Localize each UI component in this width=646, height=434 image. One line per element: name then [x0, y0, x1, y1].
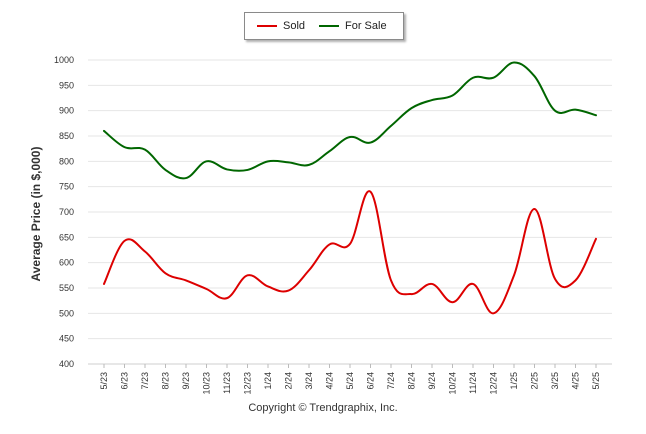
- x-tick-label: 9/23: [181, 372, 191, 390]
- x-tick-label: 10/24: [448, 372, 458, 395]
- y-tick-label: 400: [59, 359, 74, 369]
- x-tick-label: 5/23: [99, 372, 109, 390]
- legend-item-sold: Sold: [257, 13, 305, 39]
- series-line-sold: [103, 190, 597, 315]
- x-tick-label: 5/25: [591, 372, 601, 390]
- y-tick-label: 700: [59, 207, 74, 217]
- x-tick-label: 11/23: [222, 372, 232, 394]
- y-tick-label: 500: [59, 308, 74, 318]
- legend-swatch-for-sale: [319, 25, 339, 27]
- x-axis-ticks: 5/23 6/23 7/23 8/23 9/23 10/23 11/23 12/23 1/24 2…: [88, 363, 612, 395]
- legend-label-sold: Sold: [283, 20, 306, 32]
- x-tick-label: 4/24: [325, 372, 335, 390]
- x-tick-label: 2/25: [530, 372, 540, 390]
- x-tick-label: 5/24: [345, 372, 355, 390]
- x-tick-label: 2/24: [284, 372, 294, 390]
- y-tick-label: 900: [59, 106, 74, 116]
- x-tick-label: 12/23: [243, 372, 253, 395]
- x-tick-label: 11/24: [468, 372, 478, 394]
- legend-label-for-sale: For Sale: [345, 20, 387, 32]
- x-tick-label: 7/23: [140, 372, 150, 390]
- y-tick-label: 850: [59, 131, 74, 141]
- x-tick-label: 7/24: [386, 372, 396, 390]
- x-tick-label: 8/24: [407, 372, 417, 390]
- copyright-text: Copyright © Trendgraphix, Inc.: [248, 402, 398, 414]
- y-tick-label: 800: [59, 156, 74, 166]
- x-tick-label: 6/23: [120, 372, 130, 390]
- y-tick-label: 650: [59, 232, 74, 242]
- y-axis-ticks: 400 450 500 550 600 650 700 750 800 850 900 950 1000: [54, 55, 74, 369]
- y-tick-label: 450: [59, 334, 74, 344]
- x-tick-label: 8/23: [161, 372, 171, 390]
- legend: Sold For Sale: [244, 12, 404, 40]
- x-tick-label: 3/25: [550, 372, 560, 390]
- series-lines: [103, 61, 597, 315]
- x-tick-label: 12/24: [489, 372, 499, 395]
- y-axis-label: Average Price (in $,000): [29, 146, 43, 282]
- x-tick-label: 9/24: [427, 372, 437, 390]
- x-tick-label: 10/23: [202, 372, 212, 395]
- y-tick-label: 950: [59, 80, 74, 90]
- x-tick-label: 4/25: [571, 372, 581, 390]
- y-tick-label: 1000: [54, 55, 74, 65]
- y-tick-label: 600: [59, 258, 74, 268]
- x-tick-label: 1/24: [263, 372, 273, 390]
- legend-swatch-sold: [257, 25, 277, 27]
- y-tick-label: 750: [59, 182, 74, 192]
- y-tick-label: 550: [59, 283, 74, 293]
- grid-lines: [88, 59, 612, 365]
- x-tick-label: 3/24: [304, 372, 314, 390]
- x-tick-label: 1/25: [509, 372, 519, 390]
- x-tick-label: 6/24: [366, 372, 376, 390]
- legend-item-for-sale: For Sale: [319, 13, 387, 39]
